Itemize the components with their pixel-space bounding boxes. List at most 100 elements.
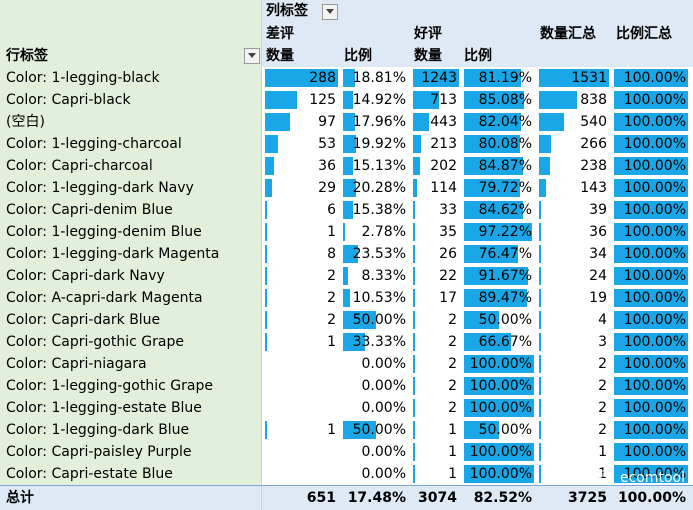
total-qty-cell: 3 [598,334,607,350]
bad-ratio-cell: 10.53% [352,290,406,306]
total-ratio-data-bar [614,267,688,285]
good-qty-data-bar [413,135,421,153]
grand-total-label: 总计 [0,486,262,510]
table-row[interactable]: Color: Capri-black 125 14.92% 713 85.08% 838 1… [0,89,693,111]
table-row[interactable]: Color: Capri-dark Navy 2 8.33% 22 91.67% 24 10… [0,265,693,287]
total-ratio-data-bar [614,223,688,241]
row-label: Color: Capri-dark Blue [0,309,262,331]
total-ratio-cell: 100.00% [623,246,686,262]
column-filter-dropdown-icon[interactable] [322,4,338,20]
bad-ratio-data-bar [343,245,358,263]
bad-ratio-data-bar [343,421,376,439]
good-ratio-cell: 66.67% [478,334,532,350]
good-ratio-data-bar [464,157,523,175]
good-qty-data-bar [413,377,415,395]
table-row[interactable]: Color: Capri-estate Blue 0.00% 1 100.00% 1 10… [0,463,693,485]
grand-total-qty: 3725 [568,490,607,506]
total-ratio-cell: 100.00% [623,114,686,130]
table-row[interactable]: Color: Capri-denim Blue 6 15.38% 33 84.62% 39… [0,199,693,221]
total-ratio-data-bar [614,377,688,395]
table-row[interactable]: Color: 1-legging-gothic Grape 0.00% 2 100.0… [0,375,693,397]
total-qty-cell: 39 [589,202,607,218]
good-ratio-data-bar [464,399,534,417]
sub-header-row: 行标签 数量 比例 数量 比例 [0,45,693,67]
row-filter-dropdown-icon[interactable] [244,48,260,64]
table-row[interactable]: Color: 1-legging-dark Blue 1 50.00% 1 50.00%… [0,419,693,441]
good-ratio-cell: 79.72% [478,180,532,196]
total-ratio-data-bar [614,179,688,197]
good-qty-cell: 2 [448,334,457,350]
bad-qty-data-bar [265,179,272,197]
total-qty-cell: 2 [598,378,607,394]
group-bad-review: 差评 [266,26,294,42]
bad-ratio-data-bar [343,267,348,285]
total-qty-cell: 838 [580,92,607,108]
good-qty-cell: 1 [448,466,457,482]
row-label: Color: A-capri-dark Magenta [0,287,262,309]
table-row[interactable]: Color: 1-legging-denim Blue 1 2.78% 35 97.22… [0,221,693,243]
bad-qty-cell: 1 [327,224,336,240]
bad-ratio-cell: 50.00% [352,422,406,438]
good-ratio-cell: 84.62% [478,202,532,218]
group-good-review: 好评 [414,26,442,42]
table-row[interactable]: Color: Capri-gothic Grape 1 33.33% 2 66.67% 3… [0,331,693,353]
table-row[interactable]: Color: 1-legging-black 288 18.81% 1243 81.19… [0,67,693,89]
bad-qty-cell: 2 [327,268,336,284]
table-row[interactable]: Color: Capri-niagara 0.00% 2 100.00% 2 100.00… [0,353,693,375]
table-row[interactable]: Color: 1-legging-estate Blue 0.00% 2 100.00… [0,397,693,419]
table-row[interactable]: Color: Capri-dark Blue 2 50.00% 2 50.00% 4 100… [0,309,693,331]
bad-ratio-cell: 0.00% [361,400,406,416]
good-ratio-data-bar [464,465,534,483]
bad-qty-data-bar [265,421,267,439]
good-qty-data-bar [413,333,415,351]
good-qty-data-bar [413,91,439,109]
good-ratio-data-bar [464,201,523,219]
good-qty-cell: 2 [448,400,457,416]
bad-ratio-cell: 17.96% [352,114,406,130]
table-row[interactable]: Color: A-capri-dark Magenta 2 10.53% 17 89.4… [0,287,693,309]
total-qty-data-bar [539,113,564,131]
good-ratio-data-bar [464,245,518,263]
good-ratio-data-bar [464,355,534,373]
bad-qty-data-bar [265,289,267,307]
row-label: Color: 1-legging-black [0,67,262,89]
good-qty-data-bar [413,311,415,329]
total-qty-cell: 540 [580,114,607,130]
table-row[interactable]: Color: Capri-paisley Purple 0.00% 1 100.00%… [0,441,693,463]
bad-ratio-data-bar [343,91,353,109]
good-qty-data-bar [413,245,415,263]
bad-qty-cell: 125 [309,92,336,108]
table-row[interactable]: Color: 1-legging-dark Magenta 8 23.53% 26 76… [0,243,693,265]
good-ratio-data-bar [464,289,527,307]
bad-qty-cell [263,397,340,419]
table-row[interactable]: Color: 1-legging-dark Navy 29 20.28% 114 79.… [0,177,693,199]
good-qty-cell: 1 [448,422,457,438]
total-ratio-data-bar [614,399,688,417]
total-qty-data-bar [539,245,541,263]
good-ratio-cell: 80.08% [478,136,532,152]
total-ratio-data-bar [614,421,688,439]
total-qty-cell: 19 [589,290,607,306]
table-row[interactable]: Color: Capri-charcoal 36 15.13% 202 84.87% 23… [0,155,693,177]
total-ratio-cell: 100.00% [623,466,686,482]
table-row[interactable]: Color: 1-legging-charcoal 53 19.92% 213 80.0… [0,133,693,155]
good-ratio-data-bar [464,179,520,197]
corner-empty-cell-2 [0,23,262,45]
total-ratio-data-bar [614,69,688,87]
row-label: Color: Capri-black [0,89,262,111]
good-qty-cell: 713 [430,92,457,108]
bad-ratio-data-bar [343,157,353,175]
bad-qty-cell: 288 [309,70,336,86]
total-ratio-data-bar [614,201,688,219]
good-qty-cell: 33 [439,202,457,218]
good-qty-data-bar [413,179,417,197]
watermark-text: 微信号: ecomtool [568,470,685,486]
bad-ratio-cell: 18.81% [352,70,406,86]
good-qty-data-bar [413,267,415,285]
sub-header-bad-ratio: 比例 [344,48,372,64]
total-qty-cell: 2 [598,356,607,372]
row-label: Color: Capri-estate Blue [0,463,262,485]
total-qty-cell: 24 [589,268,607,284]
table-row[interactable]: (空白) 97 17.96% 443 82.04% 540 100.00% [0,111,693,133]
